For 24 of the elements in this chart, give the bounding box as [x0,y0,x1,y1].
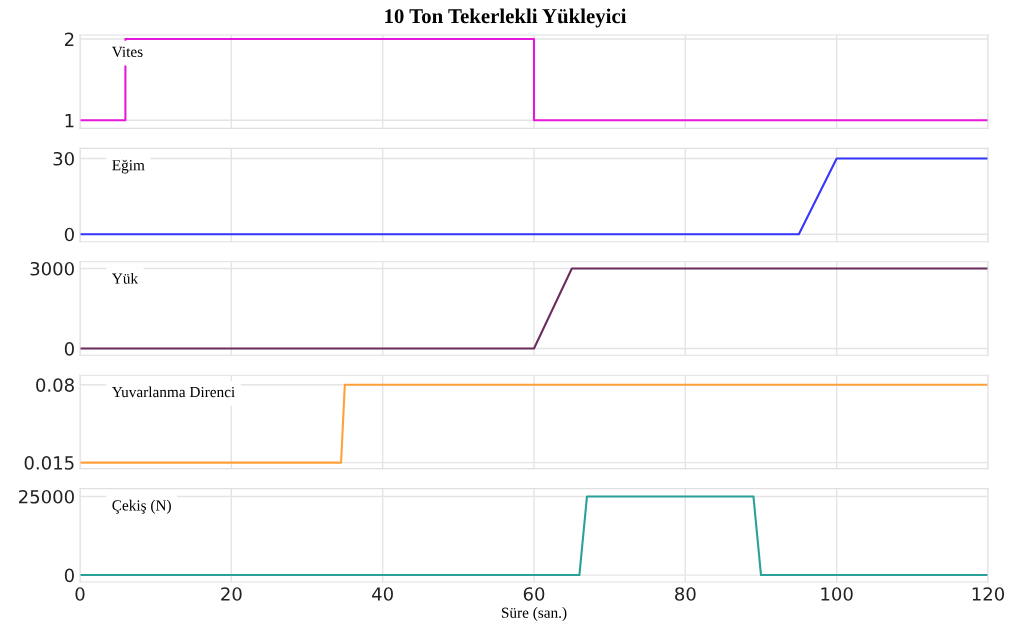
y-tick-label: 3000 [30,261,74,276]
y-tick-label: 0 [64,227,74,242]
series-label: Vites [111,46,143,58]
x-tick-label: 20 [221,587,242,601]
text: Çekiş (N) [112,499,171,514]
x-tick-label: 80 [675,587,696,601]
text: Yuvarlanma Direnci [111,386,235,398]
chart-title: 10 Ton Tekerlekli Yükleyici [385,8,627,28]
x-tick-label: 120 [972,587,1005,601]
y-tick-label: 25000 [19,489,74,504]
text: Yük [111,273,139,284]
y-tick-label: 30 [53,151,74,166]
text: Eğim [112,159,145,174]
x-tick-label: 60 [523,587,545,601]
y-tick-label: 0 [64,568,74,583]
y-tick-label: 0 [64,341,74,356]
y-tick-label: 1 [65,113,74,128]
y-tick-label: 2 [64,32,74,46]
x-tick-label: 100 [821,587,853,601]
y-tick-label: 0.015 [24,456,74,470]
x-axis-title: Süre (san.) [501,607,567,621]
x-tick-label: 0 [75,587,85,601]
y-tick-label: 0.08 [36,378,74,392]
x-tick-label: 40 [372,587,393,601]
